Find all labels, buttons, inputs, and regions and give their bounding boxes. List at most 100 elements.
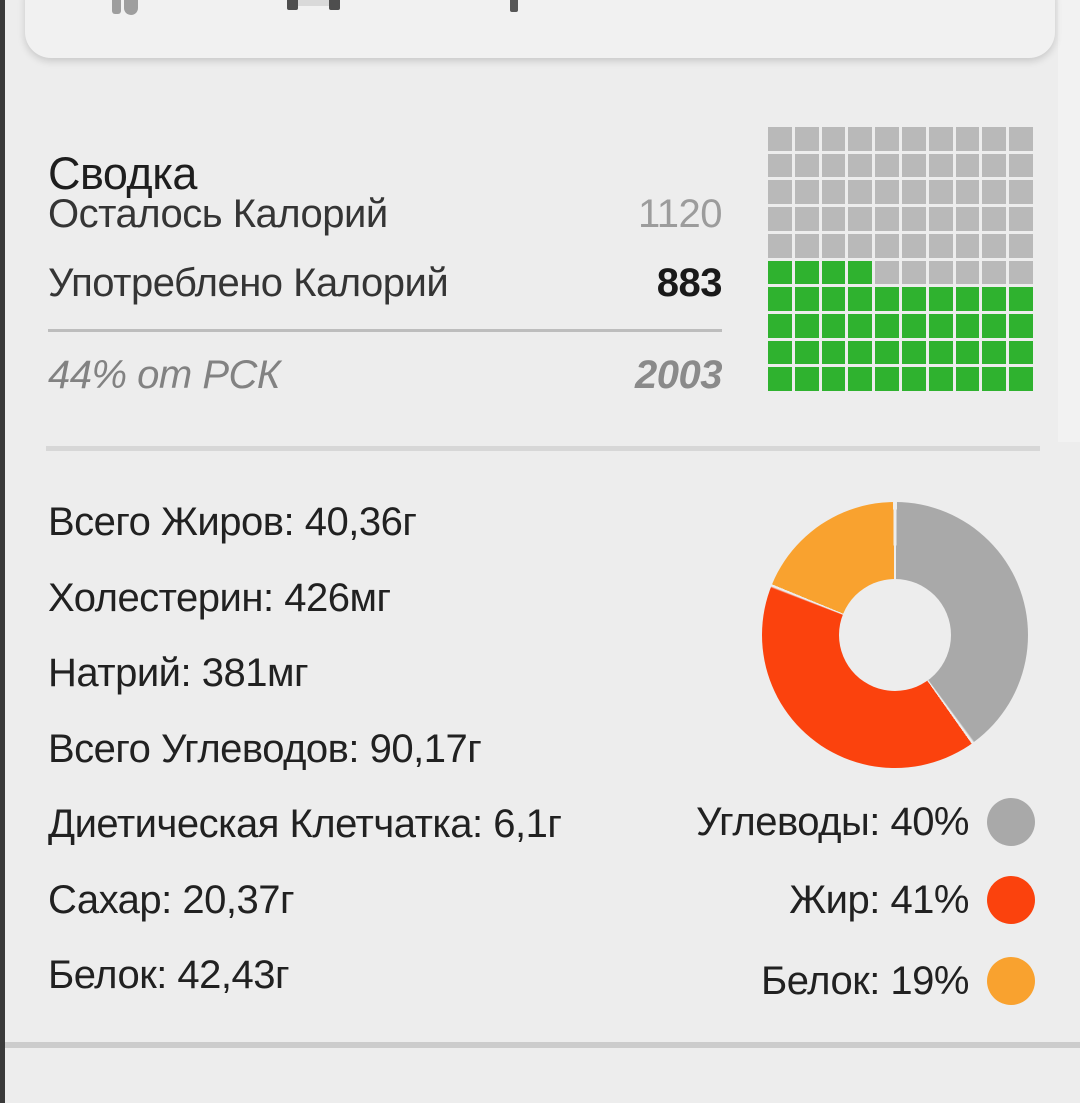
nutrition-item-cholesterol: Холестерин: 426мг <box>48 575 391 620</box>
waffle-cell <box>794 313 819 338</box>
section-divider <box>46 446 1040 451</box>
waffle-cell <box>982 340 1007 365</box>
waffle-cell <box>768 180 792 205</box>
waffle-cell <box>768 313 792 338</box>
waffle-cell <box>821 340 846 365</box>
waffle-cell <box>848 180 873 205</box>
waffle-cell <box>848 367 873 391</box>
waffle-cell <box>768 153 792 178</box>
waffle-cell <box>794 127 819 151</box>
waffle-cell <box>1009 367 1033 391</box>
waffle-cell <box>955 313 980 338</box>
waffle-cell <box>901 180 926 205</box>
nutrition-list: Всего Жиров: 40,36г Холестерин: 426мг На… <box>48 500 708 1029</box>
waffle-cell <box>768 367 792 391</box>
waffle-cell <box>768 207 792 231</box>
waffle-cell <box>1009 340 1033 365</box>
waffle-cell <box>848 233 873 258</box>
legend-swatch-fat <box>987 876 1035 924</box>
waffle-cell <box>928 207 953 231</box>
waffle-cell <box>955 153 980 178</box>
waffle-cell <box>982 207 1007 231</box>
calories-remaining-label: Осталось Калорий <box>48 191 388 236</box>
macro-donut-chart <box>762 502 1028 768</box>
waffle-cell <box>982 367 1007 391</box>
waffle-cell <box>848 260 873 285</box>
waffle-cell <box>982 153 1007 178</box>
waffle-cell <box>901 207 926 231</box>
waffle-cell <box>875 367 899 391</box>
nutrition-item-protein: Белок: 42,43г <box>48 953 290 997</box>
top-toolbar-card <box>25 0 1055 58</box>
barbell-icon[interactable] <box>287 0 298 10</box>
waffle-cell <box>821 207 846 231</box>
waffle-cell <box>928 260 953 285</box>
rdi-value: 2003 <box>635 352 722 397</box>
calories-remaining-row: Осталось Калорий 1120 <box>48 191 723 237</box>
rdi-row: 44% от РСК 2003 <box>48 352 722 398</box>
waffle-cell <box>875 180 899 205</box>
summary-title: Сводка <box>48 148 197 200</box>
waffle-cell <box>982 313 1007 338</box>
waffle-cell <box>848 287 873 311</box>
waffle-cell <box>955 207 980 231</box>
bottom-divider <box>0 1042 1080 1048</box>
legend-label-carbs: Углеводы: 40% <box>696 799 969 844</box>
barbell-icon[interactable] <box>329 0 340 10</box>
legend-swatch-carbs <box>987 798 1035 846</box>
waffle-cell <box>928 233 953 258</box>
waffle-cell <box>848 313 873 338</box>
waffle-cell <box>794 207 819 231</box>
utensils-icon[interactable] <box>112 0 121 14</box>
calories-consumed-value: 883 <box>656 260 723 305</box>
pencil-icon[interactable] <box>510 0 518 12</box>
waffle-cell <box>794 180 819 205</box>
summary-divider <box>48 329 722 332</box>
waffle-cell <box>768 340 792 365</box>
waffle-cell <box>794 287 819 311</box>
waffle-cell <box>901 260 926 285</box>
waffle-cell <box>794 340 819 365</box>
waffle-cell <box>821 260 846 285</box>
waffle-cell <box>901 233 926 258</box>
waffle-cell <box>901 153 926 178</box>
utensils-icon[interactable] <box>124 0 138 15</box>
nutrition-item-sugar: Сахар: 20,37г <box>48 877 295 922</box>
waffle-cell <box>901 127 926 151</box>
waffle-cell <box>1009 287 1033 311</box>
waffle-cell <box>794 367 819 391</box>
waffle-cell <box>875 153 899 178</box>
waffle-cell <box>928 153 953 178</box>
waffle-cell <box>1009 313 1033 338</box>
waffle-cell <box>821 180 846 205</box>
waffle-cell <box>928 367 953 391</box>
waffle-cell <box>901 313 926 338</box>
waffle-cell <box>875 233 899 258</box>
waffle-cell <box>848 340 873 365</box>
waffle-cell <box>1009 260 1033 285</box>
waffle-cell <box>928 313 953 338</box>
waffle-cell <box>875 340 899 365</box>
legend-swatch-protein <box>987 957 1035 1005</box>
legend-label-protein: Белок: 19% <box>761 958 970 1003</box>
calories-consumed-row: Употреблено Калорий 883 <box>48 260 723 306</box>
waffle-cell <box>848 153 873 178</box>
waffle-cell <box>928 127 953 151</box>
waffle-cell <box>875 127 899 151</box>
calories-remaining-value: 1120 <box>637 191 723 236</box>
donut-hole <box>839 579 951 691</box>
legend-row-protein: Белок: 19% <box>761 957 1035 1005</box>
right-background-strip <box>1058 0 1080 442</box>
waffle-cell <box>821 233 846 258</box>
waffle-cell <box>794 153 819 178</box>
waffle-cell <box>768 233 792 258</box>
waffle-cell <box>848 127 873 151</box>
waffle-cell <box>875 207 899 231</box>
left-screen-edge <box>0 0 5 1103</box>
barbell-icon[interactable] <box>298 0 329 6</box>
waffle-cell <box>875 313 899 338</box>
nutrition-item-fiber: Диетическая Клетчатка: 6,1г <box>48 802 562 846</box>
waffle-cell <box>955 287 980 311</box>
waffle-cell <box>848 207 873 231</box>
